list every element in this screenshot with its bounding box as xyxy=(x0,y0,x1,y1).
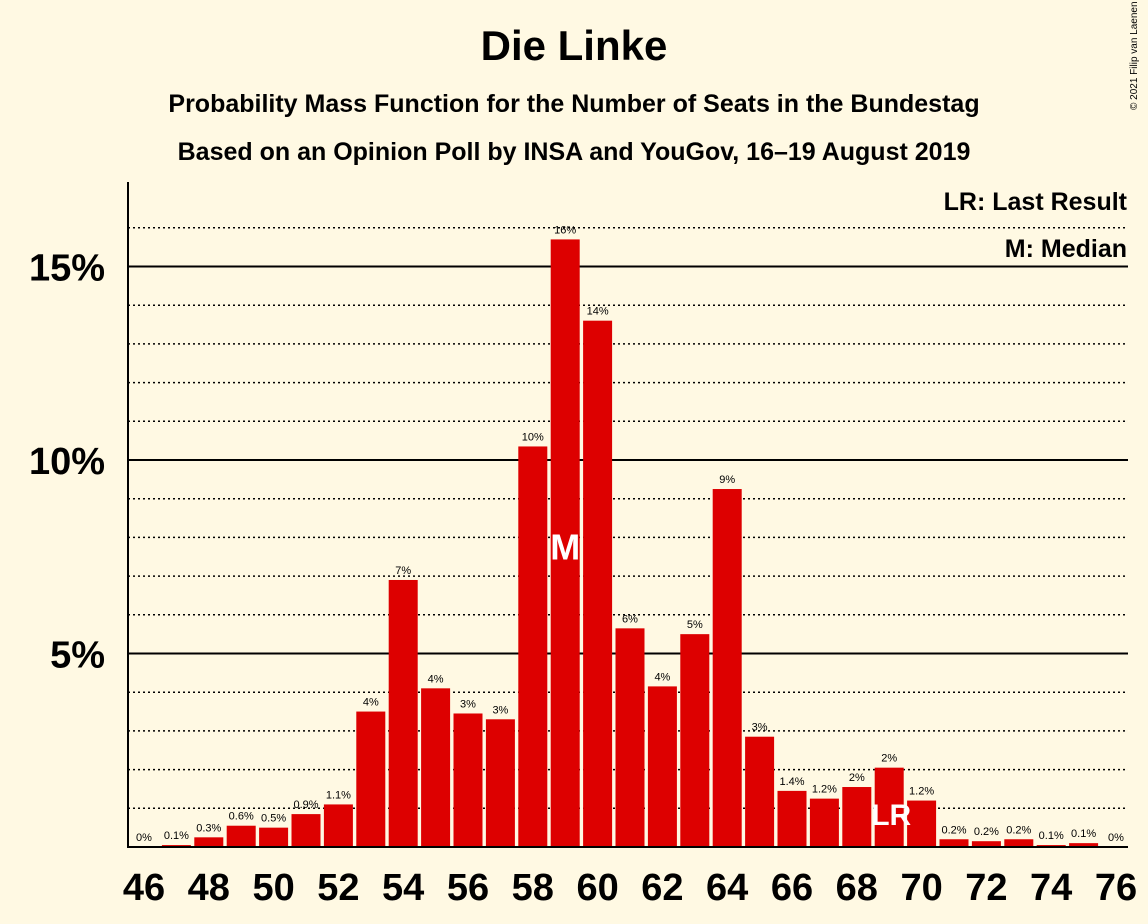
bar-seat-49 xyxy=(226,825,256,847)
bar-label-seat-59: 16% xyxy=(554,224,576,236)
x-tick-label: 56 xyxy=(447,867,489,909)
bar-seat-51 xyxy=(291,814,321,847)
x-tick-label: 64 xyxy=(706,867,748,909)
bar-seat-54 xyxy=(388,579,418,847)
bar-seat-64 xyxy=(712,489,742,847)
bar-seat-67 xyxy=(809,798,839,847)
bar-label-seat-48: 0.3% xyxy=(196,822,221,834)
bar-label-seat-67: 1.2% xyxy=(812,784,837,796)
bar-seat-71 xyxy=(939,839,969,847)
axes: 5% 10% 15% 46 48 50 52 54 56 58 60 62 64 66 68 70 72 74 76 xyxy=(29,182,1137,909)
x-tick-label: 74 xyxy=(1030,867,1072,909)
x-tick-label: 66 xyxy=(771,867,813,909)
bar-label-seat-58: 10% xyxy=(522,431,544,443)
bar-seat-72 xyxy=(971,841,1001,847)
bar-seat-52 xyxy=(323,804,353,847)
bar-label-seat-51: 0.9% xyxy=(293,799,318,811)
x-tick-label: 46 xyxy=(123,867,165,909)
bar-label-seat-68: 2% xyxy=(849,772,865,784)
x-tick-label: 50 xyxy=(252,867,294,909)
bar-seat-60 xyxy=(583,320,613,847)
bar-seat-62 xyxy=(647,686,677,847)
y-tick-label: 10% xyxy=(29,441,105,483)
y-tick-label: 15% xyxy=(29,248,105,290)
bar-seat-73 xyxy=(1004,839,1034,847)
bar-seat-66 xyxy=(777,790,807,847)
bar-seat-50 xyxy=(259,827,289,847)
bar-label-seat-47: 0.1% xyxy=(164,830,189,842)
chart-title: Die Linke xyxy=(480,22,668,69)
bar-seat-63 xyxy=(680,634,710,847)
bar-label-seat-56: 3% xyxy=(460,698,476,710)
bar-label-seat-57: 3% xyxy=(492,704,508,716)
bar-seat-75 xyxy=(1069,843,1099,847)
x-tick-label: 76 xyxy=(1095,867,1137,909)
x-tick-label: 70 xyxy=(900,867,942,909)
bars xyxy=(161,239,1099,847)
bar-label-seat-70: 1.2% xyxy=(909,786,934,798)
bar-seat-53 xyxy=(356,711,386,847)
bar-seat-70 xyxy=(907,800,937,847)
x-tick-label: 72 xyxy=(965,867,1007,909)
bar-label-seat-55: 4% xyxy=(428,673,444,685)
bar-label-seat-76: 0% xyxy=(1108,832,1124,844)
x-tick-label: 58 xyxy=(512,867,554,909)
x-tick-label: 54 xyxy=(382,867,424,909)
bar-labels: 0% 0.1% 0.3% 0.6% 0.5% 0.9% 1.1% 4% 7% 4% 3% 3% 10% 1… xyxy=(136,224,1124,844)
y-tick-label: 5% xyxy=(50,635,105,677)
x-tick-label: 48 xyxy=(188,867,230,909)
bar-label-seat-65: 3% xyxy=(752,722,768,734)
bar-label-seat-74: 0.1% xyxy=(1039,830,1064,842)
bar-seat-69 xyxy=(874,767,904,847)
bar-seat-65 xyxy=(745,736,775,847)
bar-label-seat-49: 0.6% xyxy=(229,811,254,823)
bar-label-seat-73: 0.2% xyxy=(1006,824,1031,836)
bar-label-seat-72: 0.2% xyxy=(974,826,999,838)
chart-subtitle: Probability Mass Function for the Number… xyxy=(168,90,980,118)
bar-label-seat-50: 0.5% xyxy=(261,813,286,825)
median-marker: M xyxy=(550,526,580,567)
bar-seat-57 xyxy=(485,719,515,847)
bar-label-seat-75: 0.1% xyxy=(1071,828,1096,840)
x-tick-label: 62 xyxy=(641,867,683,909)
x-tick-label: 60 xyxy=(576,867,618,909)
bar-label-seat-52: 1.1% xyxy=(326,789,351,801)
bar-label-seat-62: 4% xyxy=(654,671,670,683)
bar-label-seat-53: 4% xyxy=(363,697,379,709)
bar-label-seat-69: 2% xyxy=(881,753,897,765)
x-tick-label: 52 xyxy=(317,867,359,909)
bar-label-seat-71: 0.2% xyxy=(941,824,966,836)
bar-label-seat-54: 7% xyxy=(395,565,411,577)
chart-source: Based on an Opinion Poll by INSA and You… xyxy=(177,138,971,166)
bar-seat-58 xyxy=(518,446,548,847)
bar-seat-56 xyxy=(453,713,483,847)
bar-markers: M LR xyxy=(550,526,911,832)
bar-seat-68 xyxy=(842,787,872,847)
bar-seat-48 xyxy=(194,837,224,847)
bar-label-seat-60: 14% xyxy=(587,306,609,318)
bar-label-seat-61: 6% xyxy=(622,613,638,625)
legend-last-result: LR: Last Result xyxy=(944,188,1128,216)
bar-seat-59 xyxy=(550,239,580,847)
bar-label-seat-63: 5% xyxy=(687,619,703,631)
bar-label-seat-64: 9% xyxy=(719,474,735,486)
bar-label-seat-66: 1.4% xyxy=(779,776,804,788)
last-result-marker: LR xyxy=(871,799,911,832)
bar-seat-55 xyxy=(421,688,451,847)
bar-label-seat-46: 0% xyxy=(136,832,152,844)
bar-seat-61 xyxy=(615,628,645,847)
x-tick-label: 68 xyxy=(836,867,878,909)
legend-median: M: Median xyxy=(1005,235,1127,263)
